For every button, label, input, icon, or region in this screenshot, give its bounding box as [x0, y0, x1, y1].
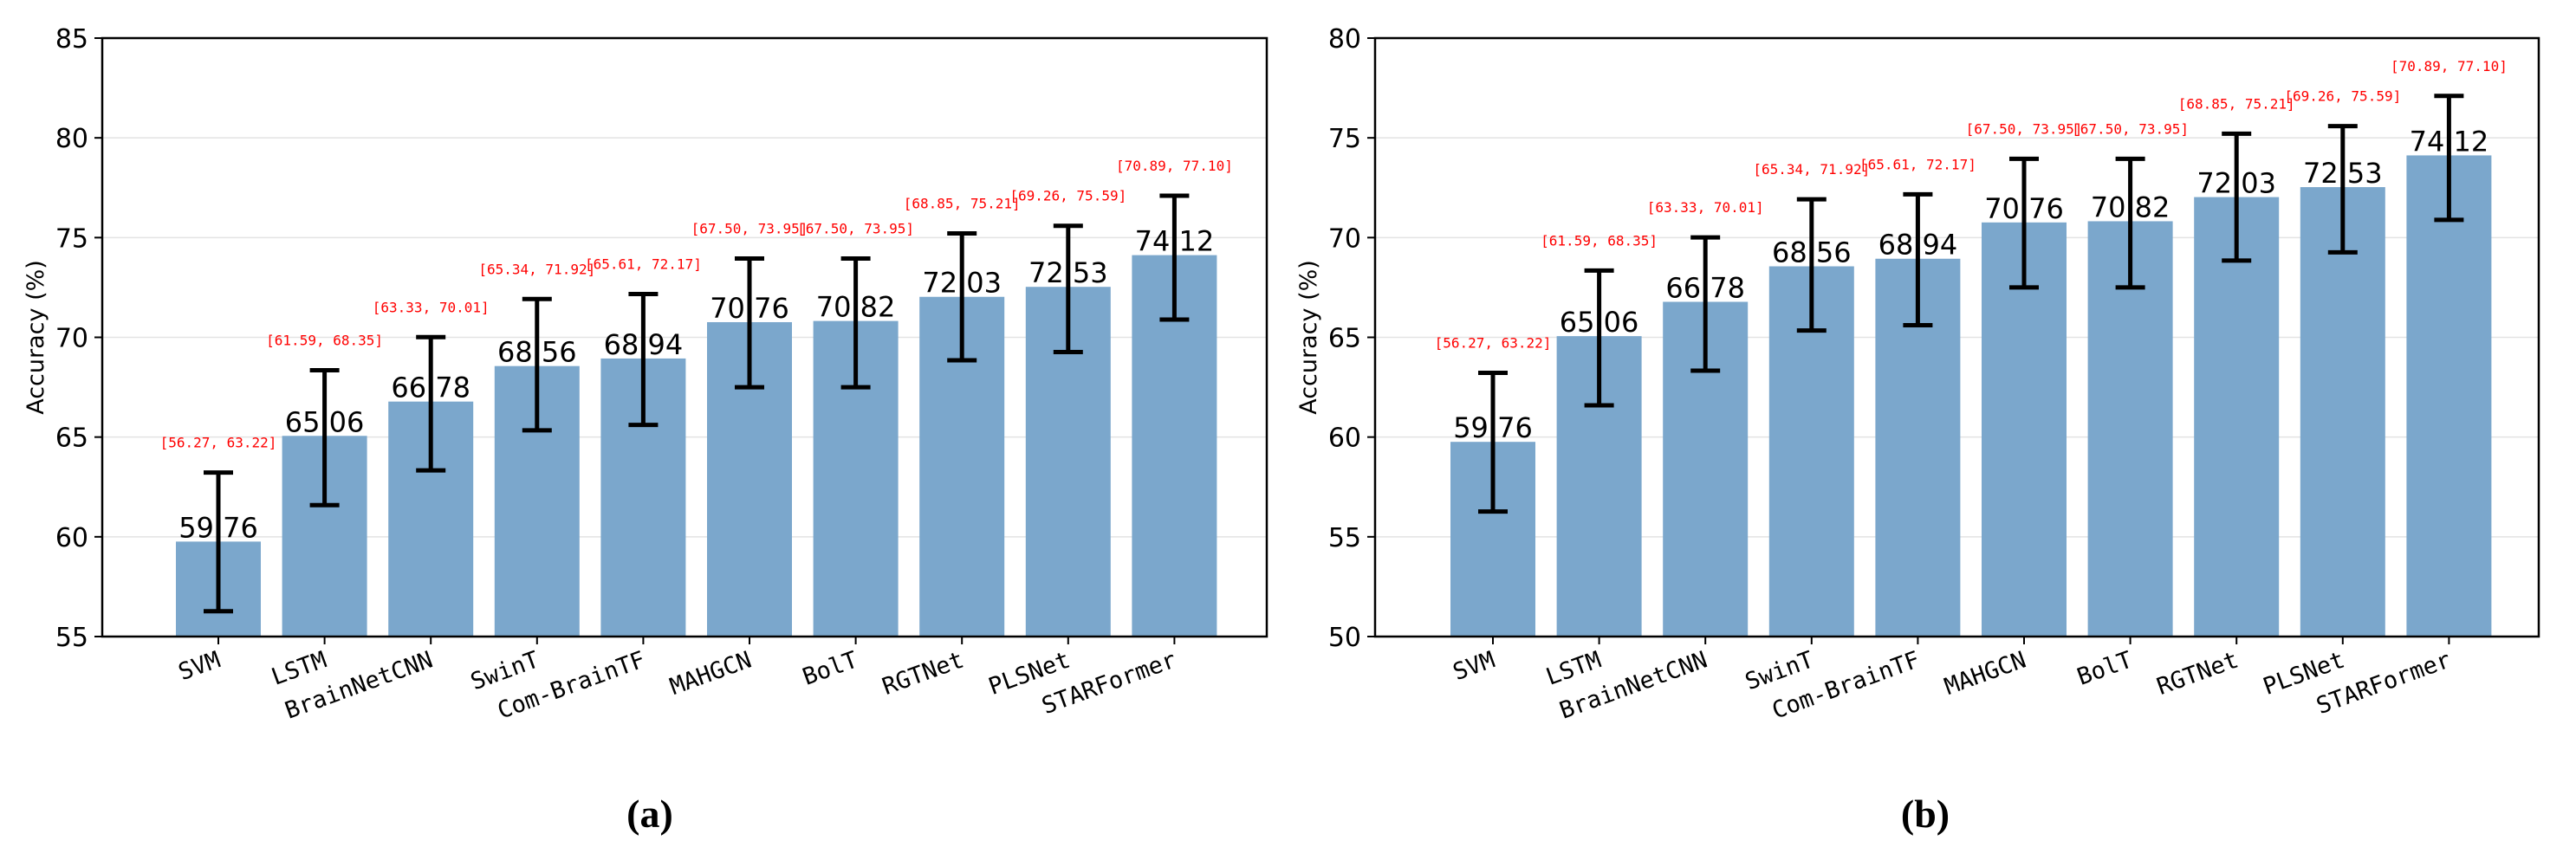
- x-tick-label: SVM: [175, 646, 224, 686]
- ci-label: [68.85, 75.21]: [2178, 95, 2295, 112]
- y-tick-label: 70: [55, 324, 88, 354]
- data-label: 70.82: [2091, 191, 2170, 223]
- data-label: 74.12: [2410, 125, 2489, 158]
- y-axis-label: Accuracy (%): [1295, 260, 1322, 415]
- chart-panel-b: 50 55 60 65 70 75 80 Accuracy (%) 59.76 [56.27, 6…: [1295, 24, 2540, 836]
- bar: [2194, 197, 2280, 637]
- ci-label: [63.33, 70.01]: [1647, 199, 1764, 216]
- bar: [2087, 221, 2173, 637]
- y-tick-label: 60: [55, 523, 88, 553]
- x-tick-label: BolT: [799, 646, 861, 690]
- x-tick-label: MAHGCN: [666, 646, 755, 700]
- axes-frame: [1373, 36, 2540, 638]
- y-tick-label: 65: [55, 424, 88, 454]
- y-tick-label: 55: [1328, 523, 1361, 553]
- data-label: 72.03: [922, 267, 1002, 300]
- ci-label: [65.34, 71.92]: [1753, 161, 1870, 178]
- data-label: 70.76: [710, 292, 789, 325]
- ci-label: [61.59, 68.35]: [266, 333, 383, 349]
- bar: [2300, 187, 2385, 637]
- y-tick-label: 75: [1328, 124, 1361, 154]
- ci-label: [56.27, 63.22]: [160, 435, 277, 451]
- ci-label: [67.50, 73.95]: [2072, 120, 2189, 137]
- axes-frame: [101, 36, 1269, 638]
- x-tick-label: SVM: [1450, 646, 1498, 686]
- ci-label: [67.50, 73.95]: [1966, 120, 2083, 137]
- ci-label: [70.89, 77.10]: [2391, 58, 2508, 74]
- ci-label: [63.33, 70.01]: [373, 299, 490, 315]
- data-label: 65.06: [285, 405, 365, 438]
- x-tick-label: BolT: [2073, 646, 2136, 690]
- y-tick-label: 75: [55, 223, 88, 254]
- x-tick-label: MAHGCN: [1941, 646, 2029, 700]
- y-tick-label: 70: [1328, 223, 1361, 254]
- data-label: 68.94: [1878, 229, 1958, 262]
- ci-label: [67.50, 73.95]: [797, 221, 914, 237]
- data-label: 66.78: [391, 372, 470, 404]
- ci-label: [69.26, 75.59]: [2284, 88, 2401, 105]
- data-label: 68.56: [497, 336, 577, 369]
- data-label: 70.82: [816, 291, 896, 324]
- x-tick-label: RGTNet: [2153, 646, 2242, 700]
- ci-label: [70.89, 77.10]: [1116, 158, 1233, 174]
- data-label: 59.76: [178, 511, 258, 544]
- ci-label: [65.61, 72.17]: [1859, 156, 1976, 172]
- y-tick-label: 85: [55, 24, 88, 55]
- y-tick-label: 60: [1328, 424, 1361, 454]
- ci-label: [69.26, 75.59]: [1009, 188, 1126, 204]
- ci-label: [65.61, 72.17]: [585, 256, 702, 273]
- ci-label: [56.27, 63.22]: [1435, 334, 1552, 351]
- bar: [1982, 222, 2067, 637]
- y-tick-label: 55: [55, 623, 88, 653]
- data-label: 68.56: [1772, 236, 1852, 269]
- data-label: 65.06: [1560, 306, 1639, 339]
- y-tick-label: 50: [1328, 623, 1361, 653]
- data-label: 66.78: [1665, 272, 1745, 305]
- ci-label: [68.85, 75.21]: [904, 195, 1021, 211]
- y-tick-label: 80: [1328, 24, 1361, 55]
- y-tick-label: 65: [1328, 324, 1361, 354]
- bar: [2406, 155, 2492, 637]
- data-label: 74.12: [1135, 225, 1215, 258]
- y-tick-label: 80: [55, 124, 88, 154]
- ci-label: [65.34, 71.92]: [478, 261, 595, 277]
- x-tick-label: RGTNet: [879, 646, 967, 700]
- data-label: 72.53: [1028, 256, 1108, 289]
- ci-label: [61.59, 68.35]: [1541, 232, 1658, 249]
- ci-label: [67.50, 73.95]: [691, 221, 808, 237]
- data-label: 72.03: [2196, 167, 2276, 200]
- data-label: 68.94: [604, 328, 684, 361]
- data-label: 59.76: [1453, 411, 1533, 444]
- data-label: 72.53: [2303, 157, 2383, 190]
- panel-caption: (a): [626, 792, 673, 836]
- chart-panel-a: 55 60 65 70 75 80 85 Accuracy (%) 59.76 [56.27, 6…: [23, 24, 1269, 836]
- panel-caption: (b): [1901, 792, 1950, 836]
- y-axis-label: Accuracy (%): [23, 260, 49, 415]
- data-label: 70.76: [1984, 192, 2064, 225]
